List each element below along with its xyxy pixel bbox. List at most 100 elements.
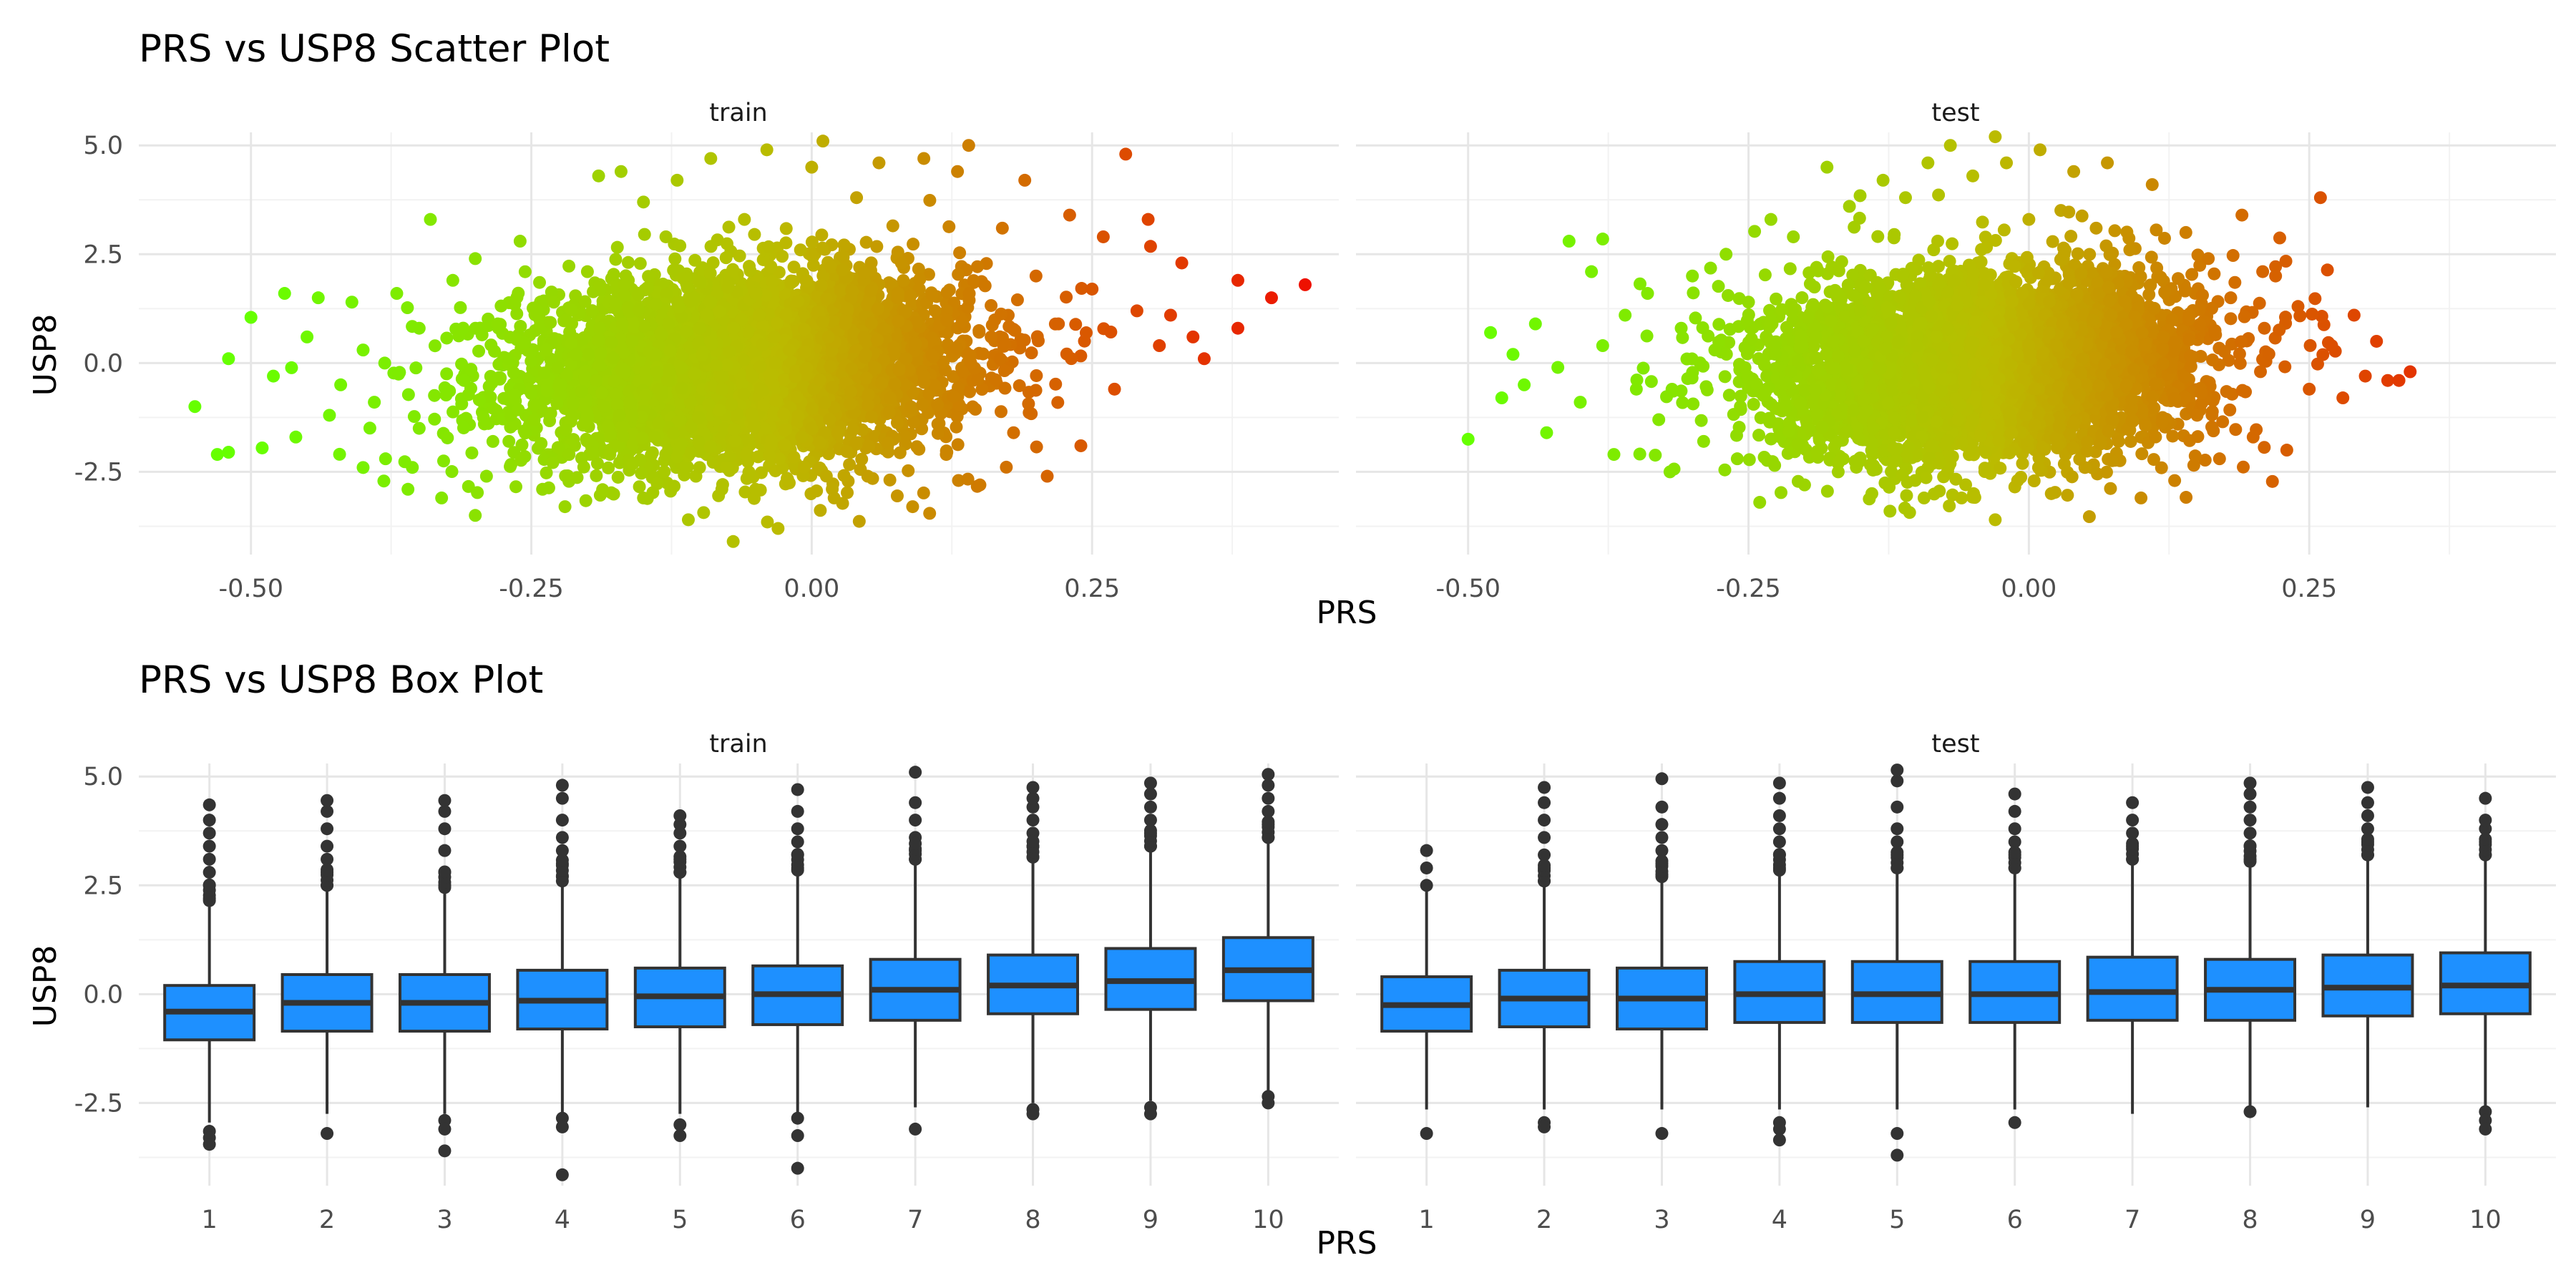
scatter-point <box>519 426 532 440</box>
scatter-point <box>688 253 702 267</box>
scatter-point <box>746 411 760 425</box>
scatter-point <box>823 412 836 426</box>
scatter-point <box>1231 321 1244 335</box>
scatter-point <box>497 391 511 405</box>
scatter-point <box>813 374 826 387</box>
y-tick-label: 2.5 <box>83 240 123 269</box>
scatter-point <box>824 260 838 274</box>
scatter-point <box>806 258 820 272</box>
scatter-point <box>486 434 499 448</box>
scatter-point <box>857 331 871 344</box>
scatter-point <box>680 280 694 294</box>
scatter-point <box>768 356 781 370</box>
scatter-point <box>947 389 960 403</box>
scatter-point <box>764 260 778 273</box>
scatter-point <box>985 298 998 312</box>
scatter-point <box>592 169 605 182</box>
scatter-point <box>652 416 665 430</box>
scatter-point <box>844 397 857 411</box>
scatter-point <box>872 156 886 170</box>
scatter-point <box>757 398 771 411</box>
scatter-point <box>727 321 741 335</box>
scatter-point <box>625 409 639 423</box>
scatter-point <box>994 405 1008 419</box>
scatter-point <box>513 235 527 248</box>
scatter-point <box>897 429 911 443</box>
scatter-point <box>356 461 370 474</box>
scatter-point <box>1030 369 1043 382</box>
scatter-point <box>800 274 814 288</box>
scatter-point <box>1104 326 1118 339</box>
scatter-point <box>356 343 370 357</box>
scatter-point <box>841 302 854 316</box>
scatter-point <box>837 469 851 482</box>
scatter-point <box>816 241 829 255</box>
scatter-point <box>540 343 553 357</box>
scatter-point <box>675 381 688 395</box>
scatter-point <box>579 494 592 507</box>
scatter-point <box>440 331 454 345</box>
scatter-point <box>1010 293 1024 307</box>
scatter-point <box>892 363 906 376</box>
scatter-point <box>864 256 878 270</box>
scatter-point <box>428 339 441 353</box>
scatter-point <box>723 345 736 358</box>
scatter-point <box>972 326 986 339</box>
scatter-point <box>494 299 508 313</box>
scatter-point <box>301 330 314 343</box>
scatter-point <box>535 436 548 450</box>
scatter-point <box>637 195 650 209</box>
scatter-point <box>491 317 504 331</box>
scatter-point <box>779 236 793 250</box>
scatter-point <box>841 486 854 499</box>
scatter-point <box>994 307 1008 321</box>
scatter-point <box>424 213 437 226</box>
scatter-point <box>633 480 646 494</box>
scatter-point <box>563 326 577 339</box>
scatter-point <box>916 398 930 411</box>
scatter-point <box>720 237 733 250</box>
scatter-point <box>927 350 940 364</box>
scatter-point <box>188 400 202 414</box>
scatter-point <box>726 263 740 276</box>
scatter-point <box>485 376 499 389</box>
scatter-point <box>855 452 869 466</box>
scatter-point <box>412 421 426 435</box>
scatter-point <box>776 250 789 263</box>
scatter-point <box>805 235 819 249</box>
scatter-point <box>475 328 489 341</box>
scatter-point <box>897 274 910 288</box>
scatter-point <box>906 500 919 514</box>
scatter-point <box>706 256 720 270</box>
scatter-point <box>607 268 620 281</box>
scatter-point <box>831 426 845 440</box>
scatter-point <box>551 441 565 454</box>
scatter-point <box>398 455 411 469</box>
scatter-point <box>525 386 538 400</box>
scatter-point <box>222 446 235 459</box>
scatter-point <box>1783 262 1797 275</box>
scatter-point <box>507 366 520 379</box>
scatter-point <box>904 289 917 303</box>
scatter-point <box>609 253 623 266</box>
scatter-point <box>501 352 514 366</box>
scatter-point <box>606 351 620 365</box>
scatter-point <box>471 486 484 499</box>
scatter-point <box>377 474 391 488</box>
scatter-point <box>762 240 776 253</box>
scatter-panel-test: -0.50 -0.25 0.00 0.25 <box>1356 130 2556 603</box>
scatter-point <box>639 365 653 379</box>
scatter-point <box>1007 426 1020 439</box>
scatter-point <box>559 423 572 436</box>
scatter-point <box>728 434 742 447</box>
scatter-point <box>701 308 714 321</box>
scatter-point <box>618 366 631 379</box>
scatter-point <box>693 321 706 335</box>
scatter-point <box>527 413 541 426</box>
scatter-point <box>966 400 980 414</box>
scatter-point <box>637 491 650 504</box>
scatter-point <box>626 457 640 470</box>
scatter-point <box>907 238 920 251</box>
scatter-point <box>721 280 735 294</box>
scatter-point <box>609 297 623 311</box>
